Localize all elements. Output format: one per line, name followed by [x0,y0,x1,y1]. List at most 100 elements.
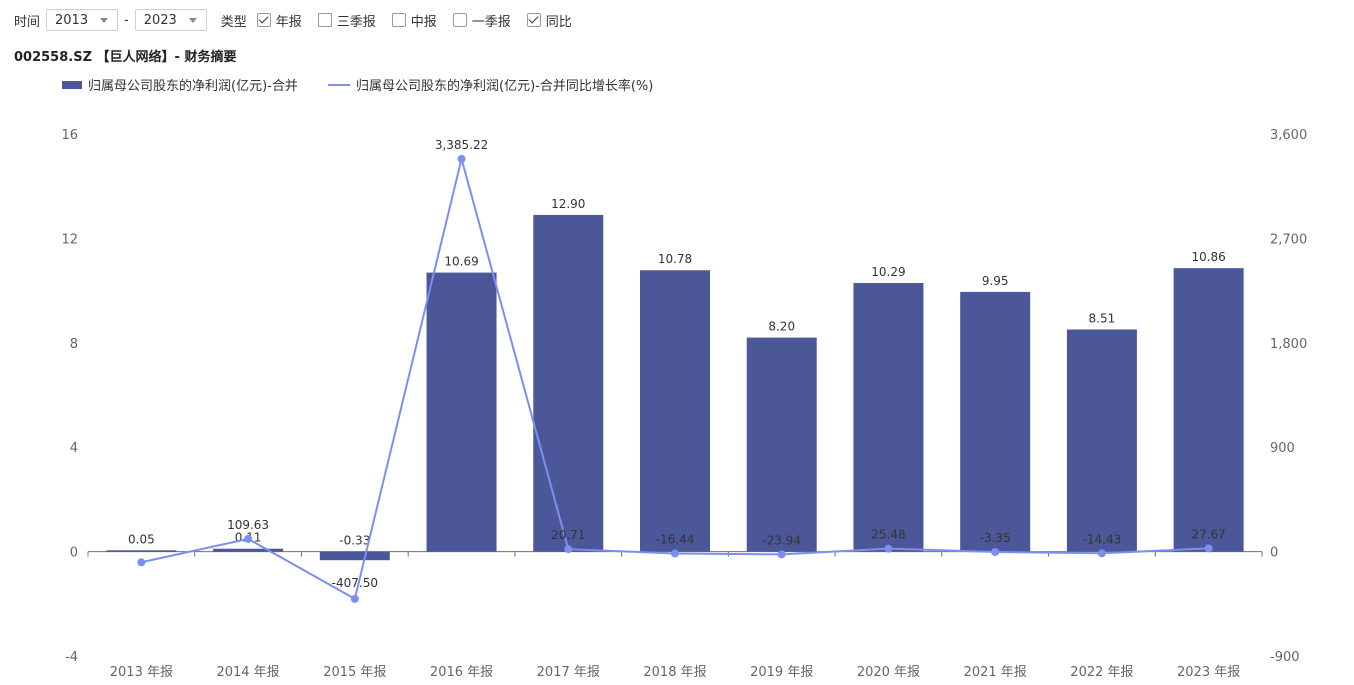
checkbox-label: 一季报 [471,14,511,30]
line-data-label: 20.71 [551,528,585,542]
bar [426,272,497,552]
bar-data-label: 8.51 [1089,311,1116,325]
line-data-label: 25.48 [871,528,905,542]
filter-toolbar: 时间 2013 - 2023 类型 年报 三季报 中报 一季报 同比 [14,8,588,32]
line-data-label: -407.50 [332,576,378,590]
bar-data-label: -0.33 [339,534,370,548]
line-point [1204,544,1213,553]
x-axis: 2013 年报 2014 年报 2015 年报 2016 年报 2017 年报 2018 … [87,551,1263,680]
checkbox-label: 年报 [275,14,302,30]
page-title: 002558.SZ 【巨人网络】- 财务摘要 [14,50,237,65]
checkbox-yoy[interactable]: 同比 [526,11,572,30]
x-tick-label: 2016 年报 [430,665,493,680]
x-tick-label: 2020 年报 [857,665,920,680]
bar-data-label: 10.78 [658,252,692,266]
from-year-select[interactable]: 2013 [46,9,119,31]
line-point [671,549,679,558]
legend-line-label: 归属母公司股东的净利润(亿元)-合并同比增长率(%) [356,78,653,94]
x-tick-label: 2019 年报 [750,665,813,680]
right-tick-label: 900 [1270,441,1295,456]
type-label: 类型 [220,14,247,30]
bar [746,337,817,552]
bar [640,270,710,552]
to-year-value: 2023 [143,12,177,28]
bar-data-label: 9.95 [982,274,1009,288]
from-year-value: 2013 [55,12,89,28]
right-tick-label: -900 [1270,650,1300,665]
checkbox-label: 中报 [410,14,437,30]
line-point [244,534,253,543]
line-point [884,544,893,553]
legend-item-bar[interactable]: 归属母公司股东的净利润(亿元)-合并 [62,78,298,94]
line-point [350,594,359,603]
to-year-select[interactable]: 2023 [134,9,207,31]
left-tick-label: -4 [65,650,78,665]
bar [319,551,390,561]
left-tick-label: 8 [70,337,78,352]
legend-bar-swatch [62,81,82,89]
line-data-label: 109.63 [227,518,269,532]
bar [853,283,924,552]
checkbox-unchecked-icon [317,13,332,27]
checkbox-q1[interactable]: 一季报 [452,11,511,30]
line-point [457,154,466,163]
line-data-label: 27.67 [1191,527,1225,541]
checkbox-annual[interactable]: 年报 [256,11,302,30]
bar-data-label: 0.05 [128,532,155,546]
bar [960,291,1031,552]
checkbox-label: 同比 [545,14,572,30]
bar [106,550,177,552]
line-data-label: -3.35 [980,531,1011,545]
x-tick-label: 2014 年报 [216,665,279,680]
x-tick-label: 2017 年报 [537,665,600,680]
right-tick-label: 1,800 [1270,337,1307,352]
range-separator: - [124,12,129,28]
line-point [991,547,1000,556]
bar [533,214,604,552]
right-tick-label: 3,600 [1270,128,1307,143]
right-axis: 3,600 2,700 1,800 900 0 -900 [1270,128,1307,665]
x-tick-label: 2022 年报 [1070,665,1133,680]
bar-data-label: 8.20 [768,320,795,334]
checkbox-label: 三季报 [336,14,376,30]
line-data-label: -23.94 [762,533,801,547]
line-series: 109.63 -407.50 3,385.22 20.71 -16.44 -23.94 25… [137,138,1226,603]
line-data-label: 3,385.22 [435,138,488,152]
line-point [137,558,146,567]
right-tick-label: 0 [1270,546,1278,561]
checkbox-interim[interactable]: 中报 [391,11,437,30]
checkbox-checked-icon [256,13,271,27]
chevron-down-icon [100,18,109,23]
legend-item-line[interactable]: 归属母公司股东的净利润(亿元)-合并同比增长率(%) [328,78,653,94]
x-tick-label: 2015 年报 [323,665,386,680]
right-tick-label: 2,700 [1270,232,1307,247]
legend: 归属母公司股东的净利润(亿元)-合并 归属母公司股东的净利润(亿元)-合并同比增… [62,78,653,94]
x-tick-label: 2018 年报 [643,665,706,680]
left-tick-label: 12 [61,232,78,247]
checkbox-unchecked-icon [452,13,467,27]
left-axis: 16 12 8 4 0 -4 [61,128,78,665]
line-point [777,550,786,559]
checkbox-q3[interactable]: 三季报 [317,11,376,30]
left-tick-label: 0 [70,546,78,561]
x-tick-label: 2021 年报 [964,665,1027,680]
bar [213,548,284,552]
checkbox-unchecked-icon [391,13,406,27]
line-point [564,545,573,554]
left-tick-label: 4 [70,441,78,456]
bar [1066,329,1137,552]
line-point [1097,549,1106,558]
chevron-down-icon [188,18,197,23]
left-tick-label: 16 [61,128,78,143]
bar-series: 0.050.11-0.3310.6912.9010.788.2010.299.9… [106,197,1244,561]
x-tick-label: 2023 年报 [1177,665,1240,680]
x-tick-label: 2013 年报 [110,665,173,680]
bar-data-label: 10.29 [871,265,905,279]
line-data-label: -14.43 [1083,532,1122,546]
bar [1173,268,1244,552]
bar-data-label: 10.69 [444,255,478,269]
checkbox-checked-icon [526,13,541,27]
bar-data-label: 12.90 [551,197,585,211]
time-label: 时间 [14,14,41,30]
